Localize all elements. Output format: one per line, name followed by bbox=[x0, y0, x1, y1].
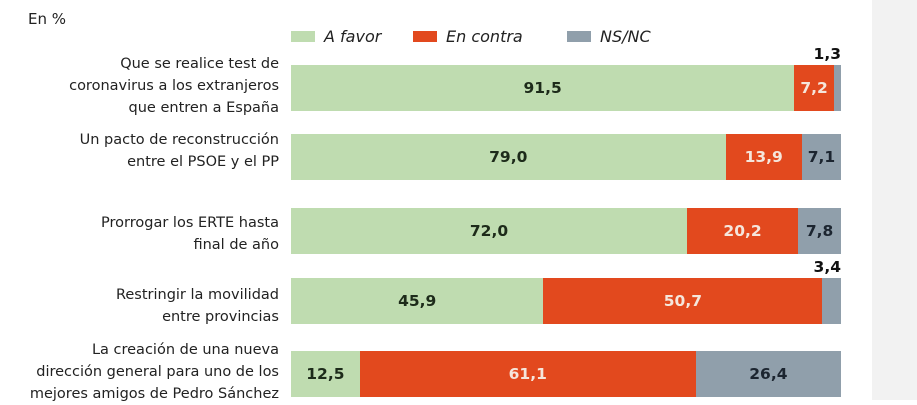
data-label-a-favor: 91,5 bbox=[523, 79, 562, 97]
row-label-line: coronavirus a los extranjeros bbox=[69, 78, 279, 94]
row-label: Un pacto de reconstrucción entre el PSOE … bbox=[0, 129, 279, 173]
bar-segment-ns-nc bbox=[695, 351, 841, 397]
data-label-en-contra: 7,2 bbox=[800, 79, 828, 97]
row-label: Restringir la movilidad entre provincias bbox=[0, 284, 279, 328]
row-label-line: que entren a España bbox=[128, 100, 279, 116]
row-label-line: Que se realice test de bbox=[120, 56, 279, 72]
data-label-en-contra: 13,9 bbox=[744, 148, 783, 166]
row-label-line: final de año bbox=[193, 237, 279, 253]
bar-segment-en-contra bbox=[725, 134, 802, 180]
data-label-outside: 3,4 bbox=[813, 258, 841, 276]
bar-segment-en-contra bbox=[687, 208, 799, 254]
bar-segment-ns-nc bbox=[798, 208, 841, 254]
legend-swatch-en-contra bbox=[413, 31, 437, 42]
bar-segment-a-favor bbox=[291, 278, 544, 324]
bar-segment-en-contra bbox=[543, 278, 823, 324]
row-label-line: Restringir la movilidad bbox=[115, 287, 279, 303]
row-label: Que se realice test de coronavirus a los … bbox=[0, 53, 279, 119]
unit-label: En % bbox=[28, 10, 67, 28]
data-label-a-favor: 72,0 bbox=[469, 222, 509, 240]
legend-item-en-contra: En contra bbox=[413, 27, 523, 46]
bar-segment-en-contra bbox=[359, 351, 696, 397]
legend-text-en-contra: En contra bbox=[446, 27, 523, 46]
legend-text-ns-nc: NS/NC bbox=[600, 27, 651, 46]
data-label-en-contra: 20,2 bbox=[723, 222, 762, 240]
data-label-ns-nc: 7,1 bbox=[807, 148, 836, 166]
side-panel bbox=[872, 0, 917, 400]
bar-segment-ns-nc bbox=[801, 134, 841, 180]
legend-item-ns-nc: NS/NC bbox=[567, 27, 651, 46]
row-label: La creación de una nueva dirección genera… bbox=[0, 339, 279, 405]
row-label-line: dirección general para uno de los bbox=[36, 364, 279, 380]
data-label-en-contra: 61,1 bbox=[508, 365, 547, 383]
data-label-outside: 1,3 bbox=[813, 45, 841, 63]
legend-item-a-favor: A favor bbox=[291, 27, 381, 46]
bar-segment-a-favor bbox=[291, 351, 360, 397]
bar-segment-a-favor bbox=[291, 65, 795, 111]
row-label-line: Prorrogar los ERTE hasta bbox=[101, 215, 279, 231]
bar-segment-a-favor bbox=[291, 134, 726, 180]
legend-swatch-ns-nc bbox=[567, 31, 591, 42]
data-label-en-contra: 50,7 bbox=[663, 292, 702, 310]
data-label-a-favor: 12,5 bbox=[306, 365, 345, 383]
row-label-line: Un pacto de reconstrucción bbox=[79, 132, 279, 148]
data-label-ns-nc: 7,8 bbox=[805, 222, 834, 240]
bar-segment-ns-nc bbox=[833, 65, 841, 111]
data-label-a-favor: 79,0 bbox=[489, 148, 528, 166]
row-label: Prorrogar los ERTE hasta final de año bbox=[0, 212, 279, 256]
data-label-a-favor: 45,9 bbox=[398, 292, 437, 310]
bar-segment-en-contra bbox=[794, 65, 834, 111]
row-label-line: La creación de una nueva bbox=[91, 342, 279, 358]
bar-segment-a-favor bbox=[291, 208, 687, 254]
row-label-line: mejores amigos de Pedro Sánchez bbox=[29, 386, 279, 402]
row-label-line: entre provincias bbox=[162, 309, 279, 325]
legend-text-a-favor: A favor bbox=[324, 27, 382, 46]
data-label-ns-nc: 26,4 bbox=[749, 365, 788, 383]
row-label-line: entre el PSOE y el PP bbox=[127, 154, 279, 170]
bar-segment-ns-nc bbox=[822, 278, 841, 324]
legend-swatch-a-favor bbox=[291, 31, 315, 42]
